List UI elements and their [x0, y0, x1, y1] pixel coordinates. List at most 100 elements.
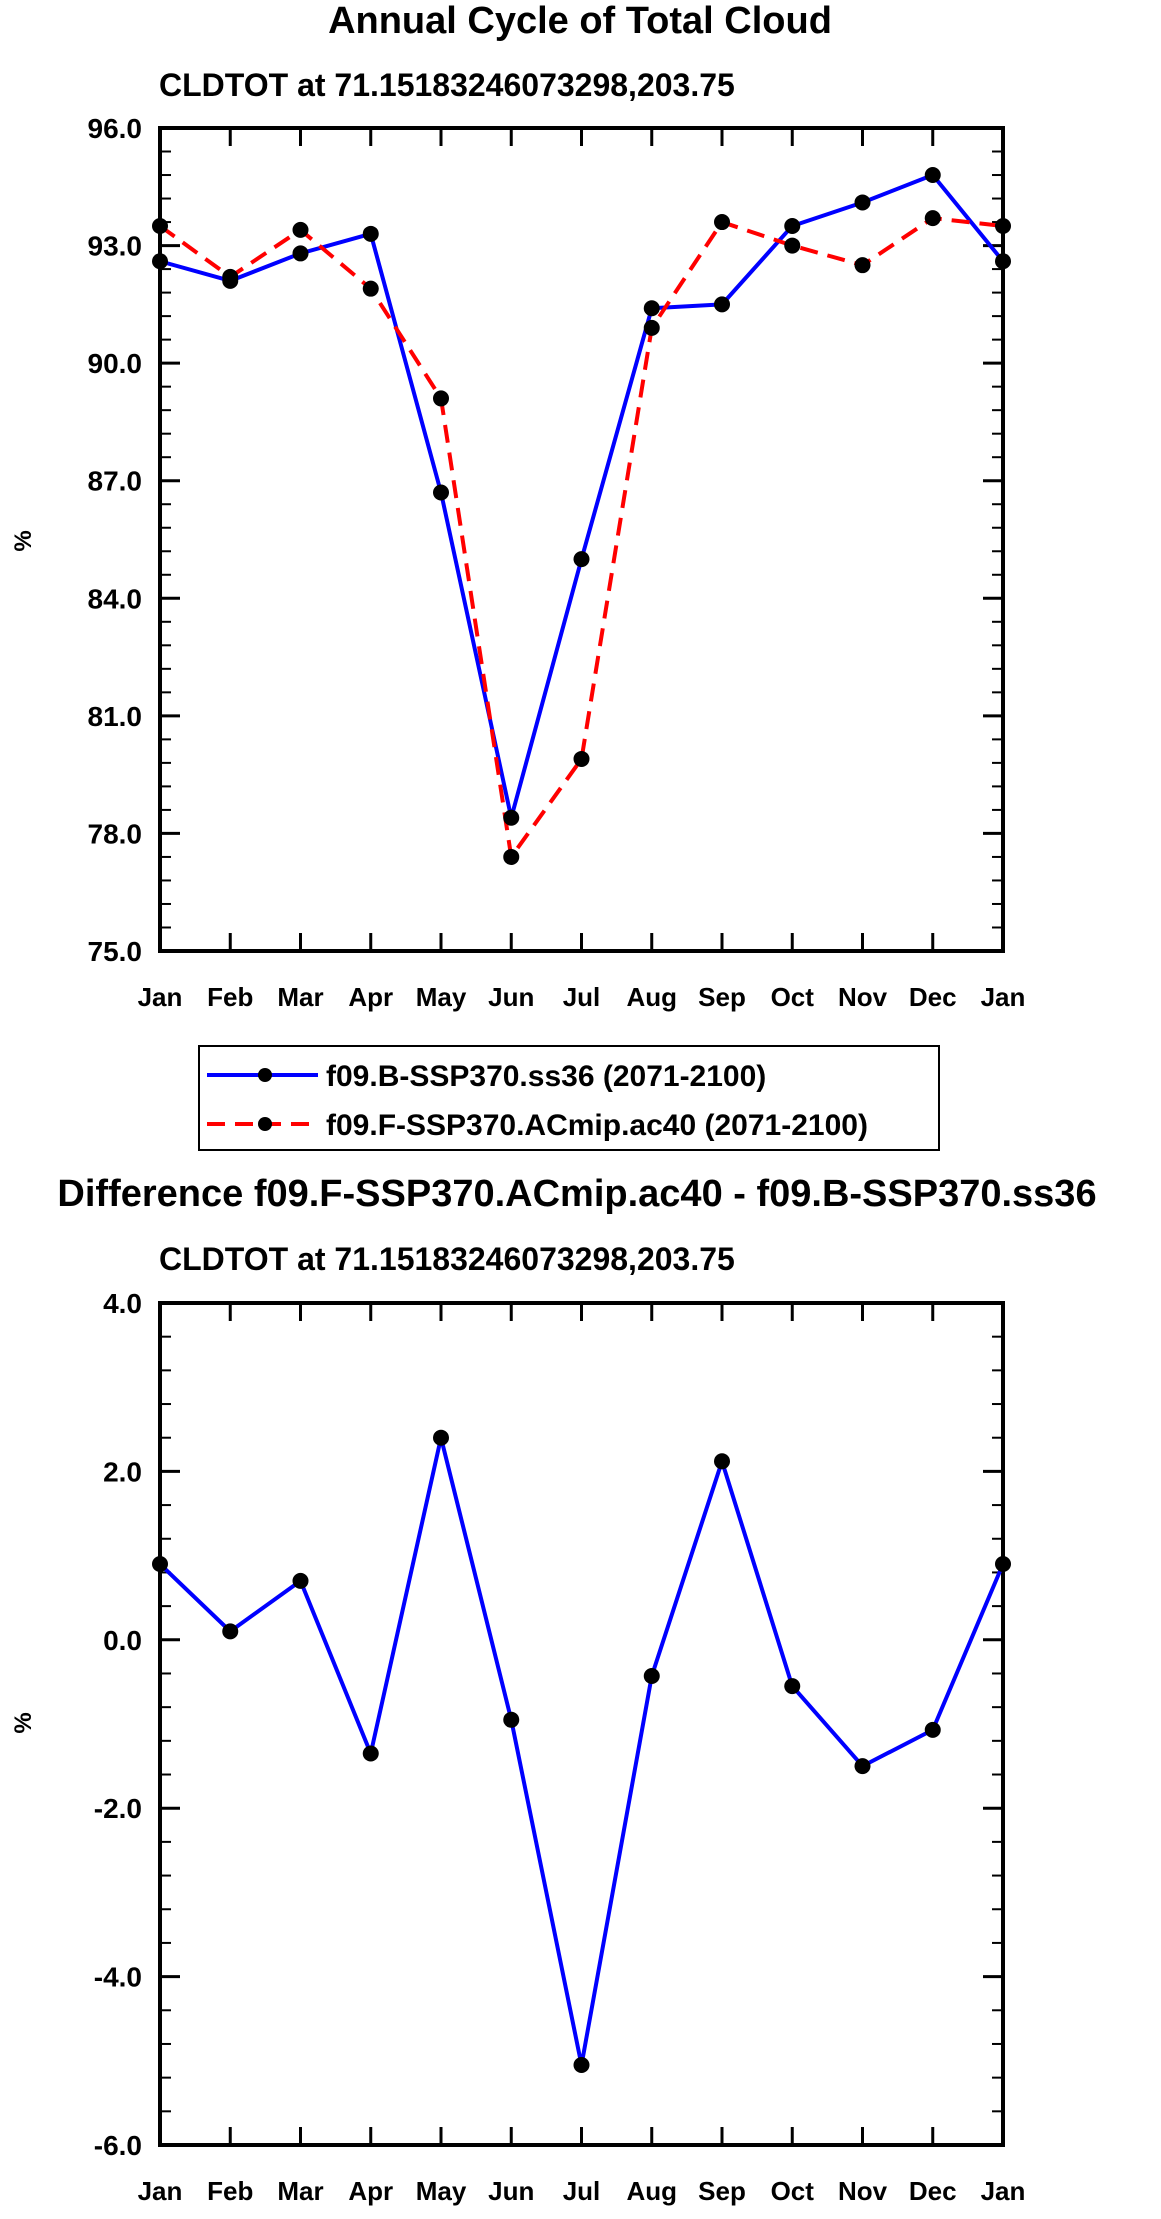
data-point	[292, 1572, 309, 1589]
y-tick-label: -4.0	[94, 1962, 142, 1993]
x-tick-label: Oct	[771, 2176, 815, 2206]
data-point	[995, 1556, 1011, 1573]
x-tick-label: Jan	[981, 982, 1026, 1012]
data-point	[854, 194, 871, 211]
series-line	[158, 1435, 1005, 2068]
data-point	[292, 221, 309, 238]
data-point	[152, 253, 168, 270]
data-point	[573, 2057, 590, 2074]
chart1-y-axis: 75.0 78.0 81.0 84.0 87.0 90.0 93.0 96.0	[88, 113, 1003, 967]
data-point	[152, 1556, 168, 1573]
chart1-subtitle: CLDTOT at 71.15183246073298,203.75	[159, 67, 735, 103]
data-point	[854, 1758, 871, 1775]
chart1-legend: f09.B-SSP370.ss36 (2071-2100) f09.F-SSP3…	[198, 1045, 940, 1151]
data-point	[643, 319, 660, 336]
y-tick-label: 4.0	[103, 1288, 142, 1319]
x-tick-label: Jul	[563, 982, 601, 1012]
chart1-series	[152, 167, 1011, 865]
x-tick-label: Jul	[563, 2176, 601, 2206]
x-tick-label: Mar	[277, 982, 323, 1012]
y-tick-label: 81.0	[88, 701, 143, 732]
series-line	[159, 173, 1005, 820]
data-point	[433, 390, 449, 407]
legend-swatch-marker	[258, 1068, 272, 1082]
panel-difference: Difference f09.F-SSP370.ACmip.ac40 - f09…	[10, 1173, 1097, 2206]
data-point	[714, 214, 730, 231]
x-tick-label: Aug	[626, 2176, 677, 2206]
data-point	[503, 1711, 520, 1728]
data-point	[503, 848, 520, 865]
x-tick-label: Apr	[348, 982, 393, 1012]
chart1-plot-frame	[158, 126, 1005, 953]
legend-swatch-marker	[258, 1117, 272, 1131]
data-point	[573, 750, 590, 767]
x-tick-label: Dec	[909, 982, 957, 1012]
chart1-title: Annual Cycle of Total Cloud	[328, 0, 832, 42]
data-point	[924, 210, 941, 227]
y-tick-label: -6.0	[94, 2130, 142, 2161]
legend-entry-label: f09.B-SSP370.ss36 (2071-2100)	[326, 1060, 766, 1093]
x-tick-label: Nov	[838, 982, 888, 1012]
chart2-ylabel: %	[10, 1712, 37, 1733]
data-point	[222, 268, 239, 285]
data-point	[362, 1745, 379, 1762]
x-tick-label: Oct	[771, 982, 815, 1012]
panel-annual-cycle: Annual Cycle of Total Cloud CLDTOT at 71…	[10, 0, 1026, 1151]
chart1-x-axis: Jan Feb Mar Apr May Jun Jul Aug Sep Oct Nov Dec Jan	[138, 128, 1026, 1012]
x-tick-label: May	[416, 2176, 467, 2206]
data-point	[643, 1668, 660, 1685]
data-point	[643, 300, 660, 317]
x-tick-label: Feb	[207, 2176, 253, 2206]
x-tick-label: Jun	[488, 982, 534, 1012]
chart2-title: Difference f09.F-SSP370.ACmip.ac40 - f09…	[57, 1173, 1096, 1215]
y-tick-label: 84.0	[88, 583, 143, 614]
x-tick-label: May	[416, 982, 467, 1012]
x-tick-label: Dec	[909, 2176, 957, 2206]
x-tick-label: Aug	[626, 982, 677, 1012]
y-tick-label: 2.0	[103, 1456, 142, 1487]
y-tick-label: 93.0	[88, 231, 143, 262]
data-point	[714, 296, 730, 313]
x-tick-label: Jan	[138, 982, 183, 1012]
data-point	[784, 237, 801, 254]
data-point	[995, 253, 1011, 270]
legend-entry-label: f09.F-SSP370.ACmip.ac40 (2071-2100)	[326, 1109, 868, 1142]
y-tick-label: 0.0	[103, 1625, 142, 1656]
x-tick-label: Apr	[348, 2176, 393, 2206]
data-point	[292, 245, 309, 262]
x-tick-label: Jun	[488, 2176, 534, 2206]
data-point	[854, 257, 871, 274]
data-point	[784, 1678, 801, 1695]
data-point	[924, 167, 941, 184]
chart1-ylabel: %	[10, 530, 37, 551]
x-tick-label: Nov	[838, 2176, 888, 2206]
data-point	[362, 225, 379, 242]
chart2-series	[152, 1429, 1011, 2074]
chart2-x-axis: Jan Feb Mar Apr May Jun Jul Aug Sep Oct Nov Dec Jan	[138, 1303, 1026, 2206]
data-point	[433, 1429, 449, 1446]
legend-box	[198, 1045, 940, 1151]
data-point	[714, 1453, 730, 1470]
data-point	[503, 809, 520, 826]
data-point	[924, 1721, 941, 1738]
y-tick-label: 75.0	[88, 936, 143, 967]
y-tick-label: 87.0	[88, 466, 143, 497]
data-point	[995, 217, 1011, 234]
y-tick-label: 96.0	[88, 113, 143, 144]
data-point	[433, 484, 449, 501]
y-tick-label: 90.0	[88, 348, 143, 379]
x-tick-label: Jan	[981, 2176, 1026, 2206]
data-point	[222, 1623, 239, 1640]
chart2-y-axis: -6.0 -4.0 -2.0 0.0 2.0 4.0	[94, 1288, 1003, 2161]
y-tick-label: -2.0	[94, 1793, 142, 1824]
x-tick-label: Feb	[207, 982, 253, 1012]
x-tick-label: Sep	[698, 982, 746, 1012]
x-tick-label: Jan	[138, 2176, 183, 2206]
y-tick-label: 78.0	[88, 818, 143, 849]
x-tick-label: Sep	[698, 2176, 746, 2206]
data-point	[362, 280, 379, 297]
data-point	[152, 217, 168, 234]
chart2-plot-frame	[158, 1301, 1005, 2147]
data-point	[784, 217, 801, 234]
